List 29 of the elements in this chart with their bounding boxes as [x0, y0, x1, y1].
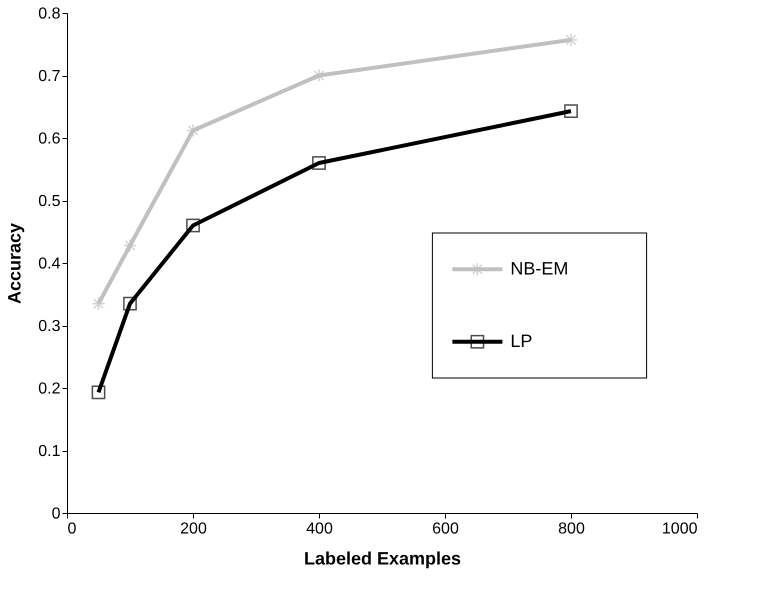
x-tick-label: 1000	[662, 520, 698, 538]
point	[312, 156, 326, 170]
x-tick-label: 0	[68, 520, 76, 538]
y-tick-label: 0.1	[38, 443, 61, 460]
y-tick-label: 0.2	[38, 380, 61, 398]
point	[564, 33, 578, 47]
y-axis-title: Accuracy	[4, 222, 24, 304]
point	[564, 104, 578, 118]
y-tick-label: 0.7	[38, 68, 61, 85]
x-tick-label: 800	[558, 520, 585, 538]
x-tick-label: 400	[306, 520, 333, 538]
x-tick-label: 600	[432, 520, 459, 538]
point	[123, 296, 137, 310]
point	[186, 218, 200, 232]
y-tick-label: 0.4	[38, 256, 61, 272]
point	[186, 124, 200, 138]
legend-label: LP	[510, 330, 532, 351]
point	[92, 386, 106, 400]
y-tick-label: 0	[52, 506, 61, 522]
x-axis-title: Labeled Examples	[304, 548, 462, 568]
y-tick-label: 0.3	[38, 318, 61, 335]
y-tick-label: 0.6	[38, 130, 61, 148]
y-tick-label: 0.8	[38, 6, 61, 22]
point	[92, 296, 106, 310]
point	[123, 238, 137, 252]
y-tick-label: 0.5	[38, 193, 61, 210]
x-tick-label: 200	[180, 520, 207, 538]
point	[312, 68, 326, 82]
legend-label: NB-EM	[510, 258, 568, 278]
